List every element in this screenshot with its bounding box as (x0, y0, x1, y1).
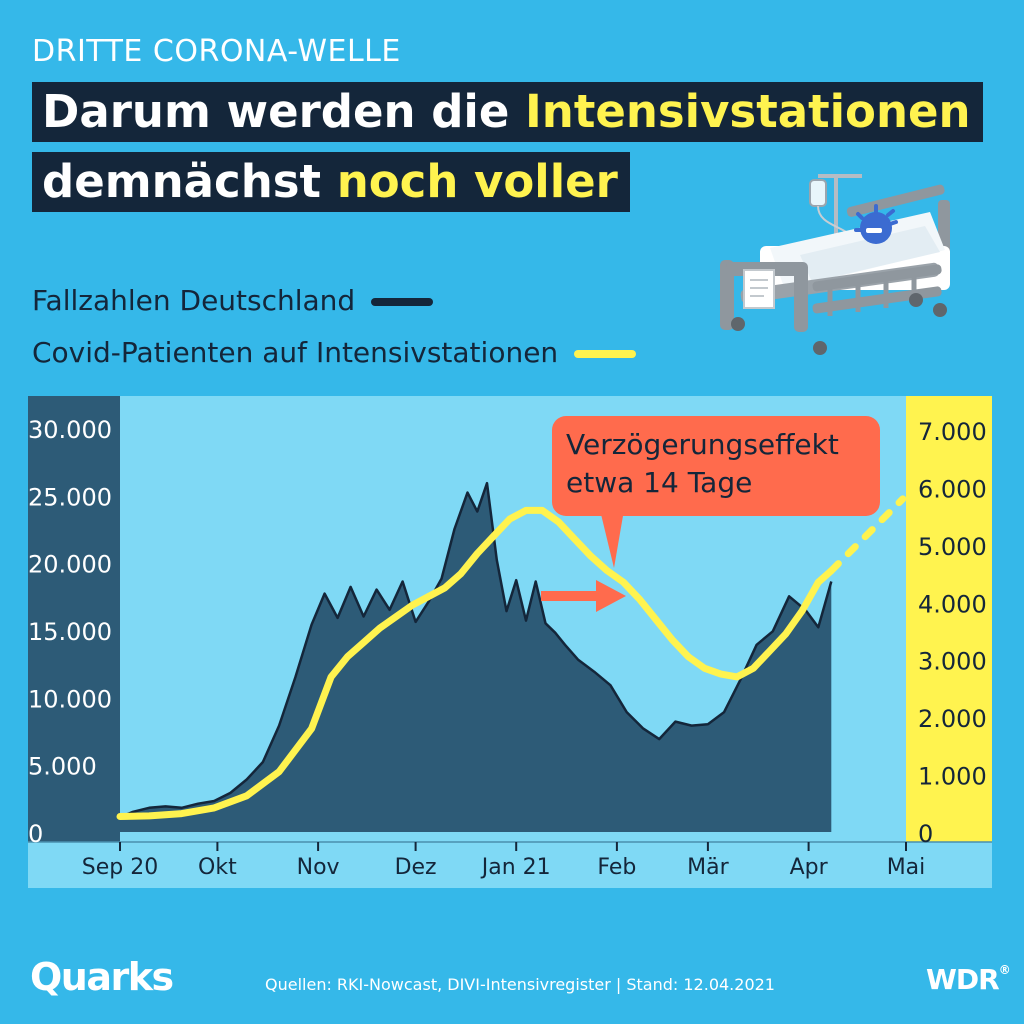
lag-arrow-shaft (541, 591, 601, 601)
headline-line-1-text: Darum werden die (42, 85, 526, 138)
headline-line-2-text: demnächst (42, 155, 337, 208)
annotation-line-1: Verzögerungseffekt (566, 428, 839, 461)
y-left-tick-label: 30.000 (28, 416, 112, 444)
quarks-logo: Quarks (30, 955, 174, 999)
x-tick-label: Feb (597, 855, 636, 880)
lag-arrow (541, 580, 626, 612)
axis-layer: 30.000 25.000 20.000 15.000 10.000 5.000 0 7.00… (28, 416, 987, 880)
headline-line-1-highlight: Intensivstationen (525, 85, 971, 138)
hospital-bed-icon (720, 174, 950, 355)
annotation-line-2: etwa 14 Tage (566, 466, 752, 499)
plot-layer (116, 481, 907, 832)
legend-cases-swatch (371, 298, 434, 306)
headline-line-1: Darum werden die Intensivstationen (32, 82, 983, 142)
x-tick-label: Nov (297, 855, 340, 880)
x-axis-band (28, 842, 992, 888)
wdr-logo: WDR® (926, 963, 1011, 996)
y-left-tick-label: 25.000 (28, 483, 112, 511)
wdr-logo-text: WDR (926, 963, 1000, 996)
x-tick-label: Mär (687, 855, 729, 880)
y-right-tick-label: 7.000 (918, 418, 987, 446)
icu-line (116, 506, 835, 820)
annotation-callout: Verzögerungseffekt etwa 14 Tage (552, 416, 880, 568)
icu-forecast-line (827, 495, 907, 575)
y-left-tick-label: 10.000 (28, 685, 112, 713)
y-right-tick-label: 1.000 (918, 763, 987, 791)
cases-line (119, 481, 833, 819)
headline-line-2: demnächst noch voller (32, 152, 630, 212)
registered-mark-icon: ® (998, 963, 1011, 977)
kicker: DRITTE CORONA-WELLE (32, 34, 401, 69)
x-tick-label: Sep 20 (82, 855, 158, 880)
lag-arrow-head (596, 580, 626, 612)
y-left-tick-label: 5.000 (28, 753, 97, 781)
legend-cases-label: Fallzahlen Deutschland (32, 284, 356, 317)
y-left-tick-label: 15.000 (28, 618, 112, 646)
sources-note: Quellen: RKI-Nowcast, DIVI-Intensivregis… (265, 975, 775, 994)
y-right-tick-label: 3.000 (918, 648, 987, 676)
y-left-tick-label: 20.000 (28, 551, 112, 579)
y-right-tick-label: 2.000 (918, 705, 987, 733)
annotation-box (552, 416, 880, 516)
y-right-tick-label: 0 (918, 820, 933, 848)
x-tick-label: Mai (887, 855, 926, 880)
y-left-tick-label: 0 (28, 820, 43, 848)
legend-cases: Fallzahlen Deutschland (32, 284, 434, 317)
y-right-tick-label: 5.000 (918, 533, 987, 561)
x-tick-label: Apr (790, 855, 829, 880)
legend-icu: Covid-Patienten auf Intensivstationen (32, 336, 637, 369)
x-tick-label: Jan 21 (480, 855, 551, 880)
x-tick-label: Dez (395, 855, 437, 880)
y-right-tick-label: 4.000 (918, 590, 987, 618)
right-axis-band (906, 396, 992, 842)
left-axis-band (28, 396, 120, 842)
annotation-pointer (600, 510, 624, 568)
y-right-tick-label: 6.000 (918, 475, 987, 503)
legend-icu-swatch (574, 350, 637, 358)
x-tick-label: Okt (198, 855, 237, 880)
legend-icu-label: Covid-Patienten auf Intensivstationen (32, 336, 559, 369)
headline-line-2-highlight: noch voller (336, 155, 618, 208)
